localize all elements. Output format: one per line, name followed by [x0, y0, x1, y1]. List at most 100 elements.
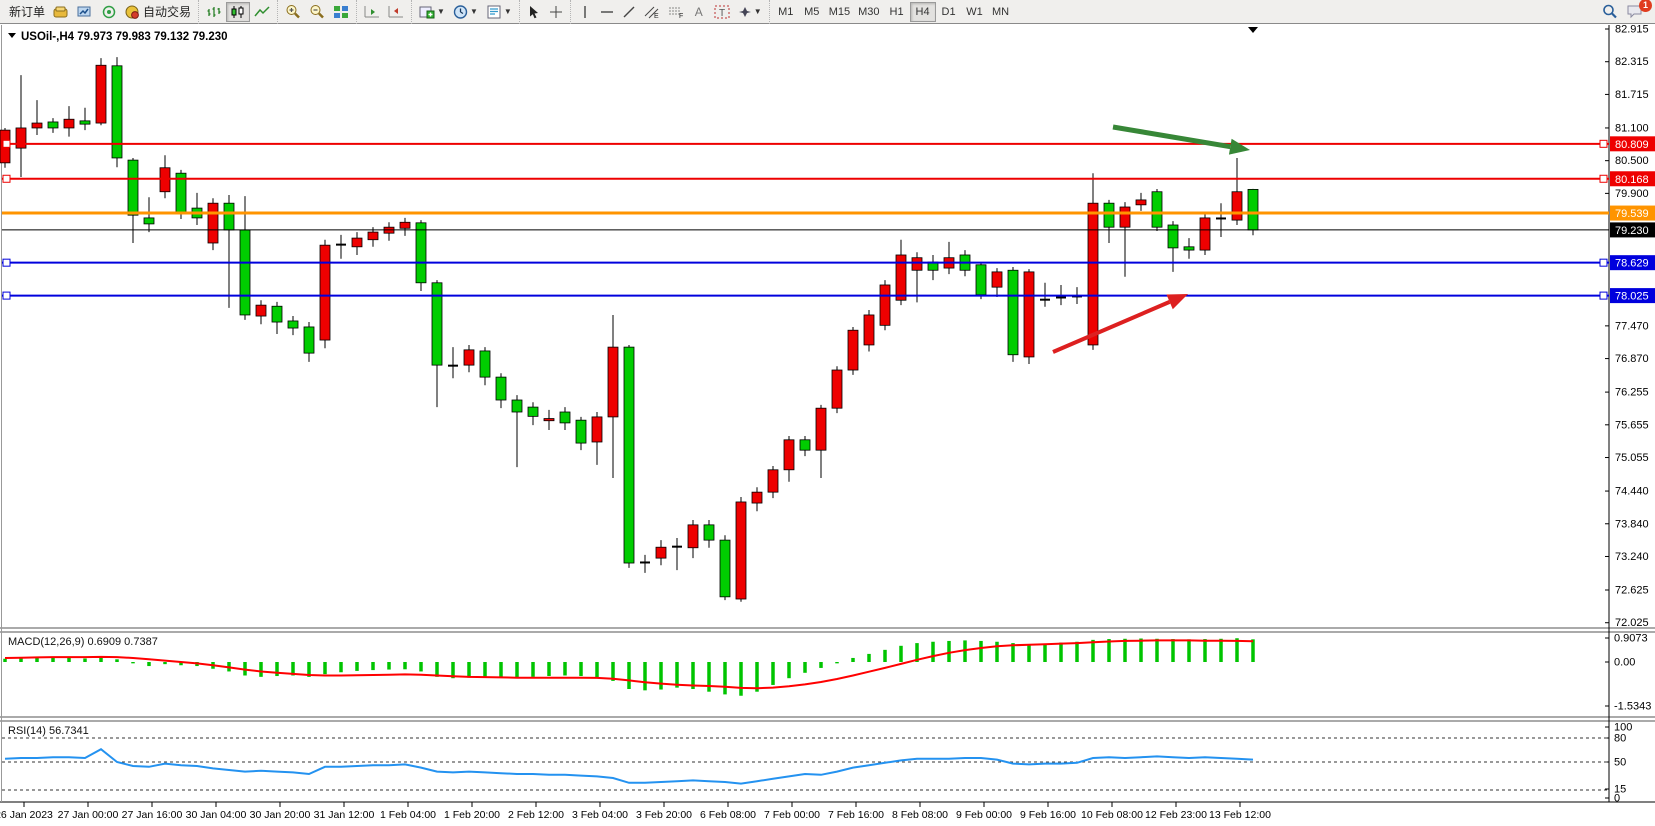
candle-body [79, 120, 91, 125]
new-chart-button[interactable]: ▼ [415, 2, 449, 22]
timeframe-button-m5[interactable]: M5 [799, 2, 825, 22]
green-trend-arrow[interactable] [1112, 124, 1250, 155]
vertical-line-tool-button[interactable] [574, 2, 596, 22]
svg-text:27 Jan 00:00: 27 Jan 00:00 [58, 809, 119, 821]
timeframe-button-d1[interactable]: D1 [936, 2, 962, 22]
candle-body [623, 346, 635, 564]
price-tag-79.539: 79.539 [1610, 205, 1655, 221]
line-handle-right[interactable] [1599, 291, 1608, 300]
svg-text:3 Feb 20:00: 3 Feb 20:00 [636, 809, 692, 821]
chart-title: USOil-,H4 79.973 79.983 79.132 79.230 [8, 31, 228, 43]
svg-text:26 Jan 2023: 26 Jan 2023 [0, 809, 53, 821]
macd-indicator [3, 638, 1255, 696]
candle-body [111, 65, 123, 159]
crosshair-tool-button[interactable] [545, 2, 567, 22]
svg-text:12 Feb 23:00: 12 Feb 23:00 [1145, 809, 1207, 821]
timeframe-button-m30[interactable]: M30 [854, 2, 883, 22]
text-tool-button[interactable]: A [688, 2, 710, 22]
candlestick-chart-type-button[interactable] [226, 1, 251, 22]
candle-body [991, 271, 1003, 288]
templates-button[interactable]: ▼ [482, 2, 516, 22]
chart-area[interactable]: 82.915 82.315 81.715 81.100 80.500 79.900 77.4… [0, 24, 1655, 826]
timeframe-button-m1[interactable]: M1 [773, 2, 799, 22]
rsi-label: RSI(14) 56.7341 [8, 725, 89, 737]
timeframe-button-w1[interactable]: W1 [962, 2, 988, 22]
symbol-dropdown-icon[interactable] [8, 33, 16, 38]
line-handle-left[interactable] [2, 139, 11, 148]
arrows-tool-button[interactable]: ▼ [734, 2, 766, 22]
horizontal-line-tool-button[interactable] [596, 2, 618, 22]
svg-text:0: 0 [1614, 793, 1620, 805]
line-handle-right[interactable] [1599, 174, 1608, 183]
candle-body [367, 231, 379, 241]
svg-text:6 Feb 08:00: 6 Feb 08:00 [700, 809, 756, 821]
zoom-in-button[interactable] [281, 2, 305, 22]
line-handle-left[interactable] [2, 258, 11, 267]
candle-body [703, 524, 715, 541]
market-depth-icon[interactable] [97, 2, 121, 22]
red-trend-arrow[interactable] [1052, 294, 1188, 354]
candle-body [863, 314, 875, 346]
bar-chart-type-button[interactable] [202, 2, 226, 22]
timeframe-button-h1[interactable]: H1 [884, 2, 910, 22]
timeframe-button-h4[interactable]: H4 [909, 1, 936, 22]
label-tool-button[interactable]: T [710, 2, 734, 22]
candle-body [255, 304, 267, 317]
order-history-icon[interactable] [49, 2, 73, 22]
svg-text:13 Feb 12:00: 13 Feb 12:00 [1209, 809, 1271, 821]
line-chart-type-button[interactable] [250, 2, 274, 22]
candle-body [1023, 271, 1035, 358]
auto-trading-button[interactable]: 自动交易 [121, 2, 195, 22]
candle-body [303, 326, 315, 354]
svg-text:72.625: 72.625 [1615, 585, 1649, 597]
periods-clock-button[interactable]: ▼ [449, 2, 482, 22]
chart-svg[interactable]: 82.915 82.315 81.715 81.100 80.500 79.900 77.4… [0, 24, 1655, 826]
chart-shift-button[interactable] [384, 2, 408, 22]
price-line-78.025[interactable] [2, 291, 1609, 300]
macd-signal-line [4, 639, 1254, 690]
price-line-80.168[interactable] [2, 174, 1609, 183]
svg-text:80: 80 [1614, 733, 1626, 745]
svg-text:0.00: 0.00 [1614, 657, 1635, 669]
price-tag-80.809: 80.809 [1610, 136, 1655, 152]
auto-scroll-button[interactable] [360, 2, 384, 22]
candle-body [767, 469, 779, 493]
svg-text:1 Feb 20:00: 1 Feb 20:00 [444, 809, 500, 821]
fibonacci-tool-button[interactable]: F [664, 2, 688, 22]
price-tag-78.025: 78.025 [1610, 288, 1655, 304]
candle-body [911, 257, 923, 271]
price-line-80.809[interactable] [2, 139, 1609, 148]
market-watch-icon[interactable] [73, 2, 97, 22]
candle-body [1183, 246, 1195, 251]
line-handle-right[interactable] [1599, 258, 1608, 267]
timeframe-button-mn[interactable]: MN [988, 2, 1014, 22]
trendline-tool-button[interactable] [618, 2, 640, 22]
candle-body [831, 369, 843, 409]
line-handle-right[interactable] [1599, 139, 1608, 148]
candle-body [607, 346, 619, 418]
svg-text:10 Feb 08:00: 10 Feb 08:00 [1081, 809, 1143, 821]
line-handle-left[interactable] [2, 291, 11, 300]
candle-body [1199, 217, 1211, 251]
svg-text:100: 100 [1614, 722, 1632, 734]
candle-body [287, 320, 299, 329]
line-handle-left[interactable] [2, 174, 11, 183]
candle-body [687, 524, 699, 549]
cursor-tool-button[interactable] [523, 2, 545, 22]
svg-text:9 Feb 00:00: 9 Feb 00:00 [956, 809, 1012, 821]
notification-badge: 1 [1639, 0, 1652, 12]
zoom-out-button[interactable] [305, 2, 329, 22]
timeframe-button-m15[interactable]: M15 [825, 2, 854, 22]
svg-text:1 Feb 04:00: 1 Feb 04:00 [380, 809, 436, 821]
svg-text:81.715: 81.715 [1615, 89, 1649, 101]
channel-tool-button[interactable]: E [640, 2, 664, 22]
candle-body [399, 221, 411, 229]
notifications-button[interactable]: 1 [1622, 0, 1652, 22]
new-order-button[interactable]: 新订单 [5, 2, 49, 22]
tile-windows-button[interactable] [329, 2, 353, 22]
price-line-78.629[interactable] [2, 258, 1609, 267]
rsi-line [4, 748, 1254, 785]
search-icon[interactable] [1598, 2, 1622, 22]
svg-text:82.915: 82.915 [1615, 24, 1649, 36]
